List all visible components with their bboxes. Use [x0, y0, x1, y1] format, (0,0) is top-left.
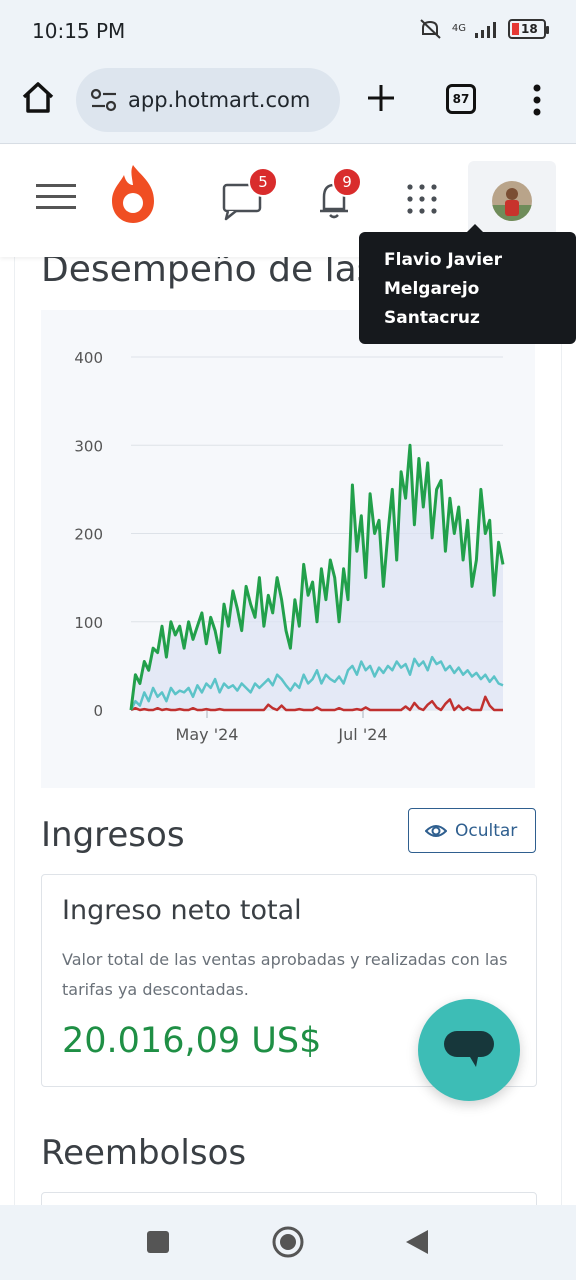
user-menu-button[interactable] [468, 161, 556, 239]
tooltip-line: Santacruz [384, 308, 480, 328]
tune-icon[interactable] [90, 88, 118, 112]
home-circle-icon[interactable] [272, 1226, 304, 1258]
plus-icon[interactable] [362, 79, 400, 117]
y-tick-label: 300 [74, 437, 103, 455]
performance-chart: 400 300 200 100 0 May '24 Jul '24 [41, 310, 535, 788]
y-tick-label: 400 [74, 349, 103, 367]
system-nav-bar [0, 1205, 576, 1280]
notifications-button[interactable]: 9 [312, 167, 362, 221]
y-tick-label: 200 [74, 526, 103, 544]
messages-button[interactable]: 5 [218, 167, 278, 221]
hotmart-flame-logo[interactable] [108, 163, 158, 225]
messages-badge: 5 [248, 167, 278, 197]
chat-bubble-icon [444, 1031, 494, 1067]
hide-button[interactable]: Ocultar [408, 808, 536, 853]
eye-icon [425, 824, 447, 837]
chart-svg: 400 300 200 100 0 May '24 Jul '24 [74, 349, 505, 744]
reembolsos-title: Reembolsos [41, 1133, 247, 1173]
address-bar[interactable]: app.hotmart.com [76, 68, 340, 132]
series-line [129, 655, 504, 711]
area-fill [131, 445, 503, 710]
hamburger-icon[interactable] [36, 183, 76, 211]
refunds-card [41, 1192, 537, 1205]
hide-button-label: Ocultar [455, 820, 518, 841]
notifications-badge: 9 [332, 167, 362, 197]
ingresos-title: Ingresos [41, 815, 185, 855]
net-income-description: Valor total de las ventas aprobadas y re… [62, 950, 508, 999]
avatar [492, 181, 532, 221]
battery-fill [512, 23, 519, 35]
y-tick-label: 100 [74, 614, 103, 632]
battery-indicator: 18 [508, 19, 549, 39]
status-icons: 4G 18 [418, 18, 549, 40]
status-bar: 10:15 PM 4G 18 [0, 0, 576, 62]
x-tick-label: Jul '24 [337, 725, 387, 744]
status-time: 10:15 PM [32, 19, 126, 43]
tooltip-line: Flavio Javier [384, 250, 503, 270]
browser-toolbar: app.hotmart.com 87 [0, 62, 576, 144]
user-name-tooltip: Flavio Javier Melgarejo Santacruz [359, 224, 576, 344]
chat-fab-button[interactable] [418, 999, 520, 1101]
series-line [130, 695, 503, 712]
tooltip-line: Melgarejo [384, 279, 480, 299]
more-vertical-icon[interactable] [528, 82, 546, 118]
battery-level: 18 [521, 22, 538, 36]
series-line [129, 443, 505, 711]
y-tick-label: 0 [93, 702, 103, 720]
back-icon[interactable] [404, 1228, 430, 1256]
performance-title: Desempeño de las [41, 257, 376, 290]
home-icon[interactable] [20, 80, 56, 116]
net-income-title: Ingreso neto total [62, 895, 302, 926]
chat-icon [222, 183, 262, 221]
network-label: 4G [451, 23, 466, 34]
silent-icon [420, 19, 441, 39]
x-tick-label: May '24 [176, 725, 239, 744]
net-income-value: 20.016,09 US$ [62, 1021, 322, 1061]
net-income-card: Ingreso neto total Valor total de las ve… [41, 874, 537, 1087]
apps-grid-icon[interactable] [406, 183, 438, 215]
url-text: app.hotmart.com [128, 88, 311, 112]
recents-button[interactable] [147, 1231, 169, 1253]
signal-icon [475, 22, 496, 38]
tab-switcher-button[interactable]: 87 [446, 84, 476, 114]
